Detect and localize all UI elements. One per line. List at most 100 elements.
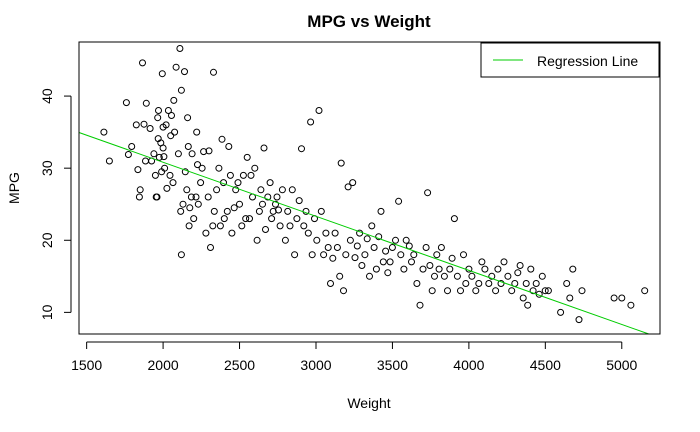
data-point xyxy=(320,251,328,259)
data-point xyxy=(416,301,424,309)
data-point xyxy=(266,179,274,187)
data-point xyxy=(181,168,189,176)
data-point xyxy=(162,121,170,129)
data-point xyxy=(557,308,565,316)
data-point xyxy=(375,233,383,241)
data-point xyxy=(363,235,371,243)
data-point xyxy=(264,193,272,201)
data-point xyxy=(475,280,483,287)
data-point xyxy=(188,150,196,158)
y-axis-label: MPG xyxy=(6,172,22,204)
x-tick-label: 4500 xyxy=(530,357,561,373)
x-tick-label: 3500 xyxy=(377,357,408,373)
x-tick-label: 4000 xyxy=(453,357,484,373)
data-point xyxy=(351,254,359,262)
data-point xyxy=(448,254,456,262)
data-point xyxy=(132,121,140,129)
data-point xyxy=(213,186,221,194)
data-point xyxy=(185,222,193,230)
data-point xyxy=(232,186,240,194)
data-point xyxy=(527,265,535,273)
data-point xyxy=(136,186,144,194)
data-point xyxy=(481,265,489,273)
data-point xyxy=(174,150,182,158)
data-point xyxy=(262,226,269,233)
data-point xyxy=(627,301,635,309)
data-point xyxy=(333,244,341,251)
data-point xyxy=(331,229,339,237)
data-point xyxy=(139,59,146,67)
data-point xyxy=(500,258,508,266)
data-point xyxy=(400,265,408,273)
data-point xyxy=(228,229,236,237)
regression-line xyxy=(78,132,649,335)
data-point xyxy=(329,254,337,262)
data-point xyxy=(386,258,394,266)
data-point xyxy=(186,204,194,212)
y-tick-label: 40 xyxy=(39,88,55,104)
legend: Regression Line xyxy=(480,42,660,78)
data-point xyxy=(198,164,206,172)
data-point xyxy=(288,186,296,194)
data-point xyxy=(317,207,325,215)
data-point xyxy=(516,262,524,269)
data-point xyxy=(253,236,261,244)
data-point xyxy=(336,272,344,280)
data-point xyxy=(291,251,299,259)
data-point xyxy=(419,265,427,273)
data-point xyxy=(204,193,212,201)
data-point xyxy=(238,222,246,230)
data-point xyxy=(519,294,527,302)
data-point xyxy=(268,215,276,223)
data-point xyxy=(197,179,205,187)
data-point xyxy=(159,144,167,152)
data-point xyxy=(433,251,441,259)
data-point xyxy=(200,148,208,156)
chart-title: MPG vs Weight xyxy=(307,12,431,31)
data-point xyxy=(382,247,390,255)
data-point xyxy=(142,99,150,107)
data-point xyxy=(440,272,448,280)
data-point xyxy=(164,107,172,114)
x-tick-label: 2500 xyxy=(224,357,255,373)
x-tick-label: 3000 xyxy=(300,357,331,373)
data-point xyxy=(155,107,162,114)
data-point xyxy=(187,193,195,201)
data-point xyxy=(183,186,191,194)
data-point xyxy=(431,272,438,280)
data-point xyxy=(304,229,312,237)
data-point xyxy=(532,280,540,287)
data-point xyxy=(158,70,166,78)
data-point xyxy=(184,143,192,150)
data-point xyxy=(298,145,305,153)
data-point xyxy=(247,171,255,179)
data-point xyxy=(122,99,130,107)
data-point xyxy=(194,161,201,169)
data-point xyxy=(300,222,308,230)
data-point xyxy=(453,272,461,280)
scatter-points xyxy=(100,45,649,324)
data-point xyxy=(397,251,405,259)
data-point xyxy=(575,316,583,324)
data-point xyxy=(410,251,418,259)
data-point xyxy=(344,183,352,191)
data-point xyxy=(184,114,192,122)
data-point xyxy=(223,207,231,215)
data-point xyxy=(193,128,201,136)
data-point xyxy=(478,258,486,266)
data-point xyxy=(472,287,480,295)
data-point xyxy=(428,287,436,295)
data-point xyxy=(167,132,175,140)
data-point xyxy=(210,207,218,215)
data-point xyxy=(563,280,571,287)
data-point xyxy=(388,244,396,251)
data-point xyxy=(236,200,243,208)
data-point xyxy=(340,287,347,295)
data-point xyxy=(176,45,184,52)
data-point xyxy=(215,164,223,172)
data-point xyxy=(246,215,253,223)
data-point xyxy=(368,222,376,230)
data-point xyxy=(353,242,361,250)
data-point xyxy=(308,251,316,259)
data-point xyxy=(426,262,434,269)
